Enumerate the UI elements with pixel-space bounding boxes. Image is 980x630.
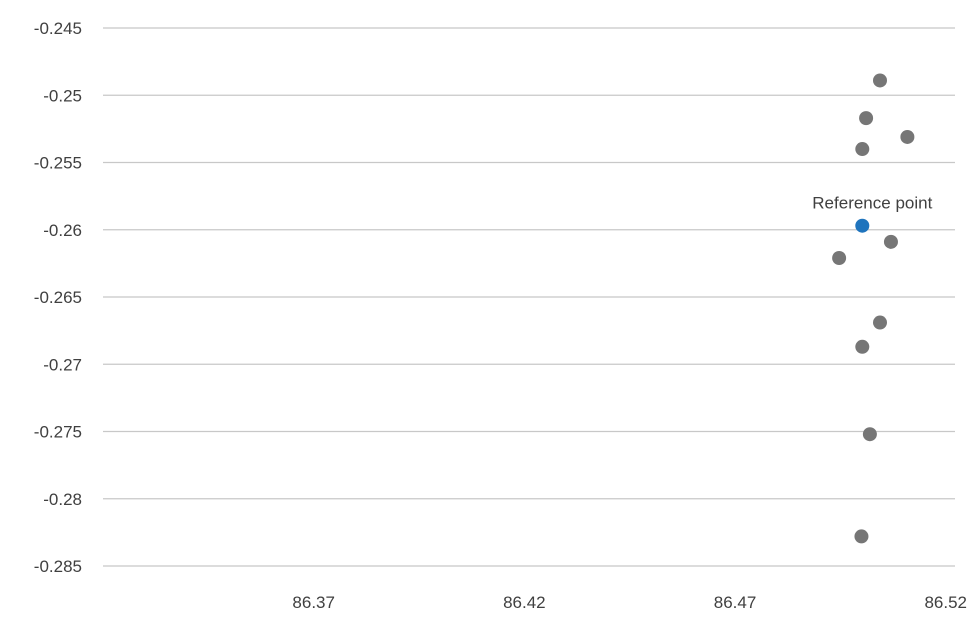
- x-tick-label-2: 86.47: [714, 593, 757, 612]
- y-tick-label-1: -0.25: [43, 86, 82, 105]
- data-point-0-6: [872, 315, 887, 330]
- y-tick-label-7: -0.28: [43, 490, 82, 509]
- x-tick-label-1: 86.42: [503, 593, 546, 612]
- gridlines: [103, 27, 955, 567]
- y-tick-label-2: -0.255: [34, 154, 82, 173]
- data-point-0-1: [859, 111, 874, 126]
- y-tick-label-4: -0.265: [34, 288, 82, 307]
- annotations: Reference point: [812, 194, 932, 213]
- y-tick-label-6: -0.275: [34, 423, 82, 442]
- y-tick-label-5: -0.27: [43, 355, 82, 374]
- y-axis-tick-labels: -0.245 -0.25 -0.255 -0.26 -0.265 -0.27 -0.275 -…: [34, 19, 82, 576]
- x-tick-label-0: 86.37: [292, 593, 335, 612]
- data-point-0-5: [832, 250, 847, 265]
- data-point-0-2: [900, 129, 915, 144]
- data-point-0-9: [854, 529, 869, 544]
- data-point-0-3: [855, 142, 870, 157]
- data-points: [832, 73, 915, 544]
- y-tick-label-0: -0.245: [34, 19, 82, 38]
- data-point-0-0: [872, 73, 887, 88]
- data-point-0-8: [862, 427, 877, 442]
- data-point-0-4: [883, 234, 898, 249]
- x-axis-tick-labels: 86.37 86.42 86.47 86.52: [292, 593, 967, 612]
- annotation-label-0: Reference point: [812, 194, 932, 213]
- data-point-1-0: [855, 218, 870, 233]
- x-tick-label-3: 86.52: [924, 593, 967, 612]
- data-point-0-7: [855, 339, 870, 354]
- y-tick-label-3: -0.26: [43, 221, 82, 240]
- y-tick-label-8: -0.285: [34, 557, 82, 576]
